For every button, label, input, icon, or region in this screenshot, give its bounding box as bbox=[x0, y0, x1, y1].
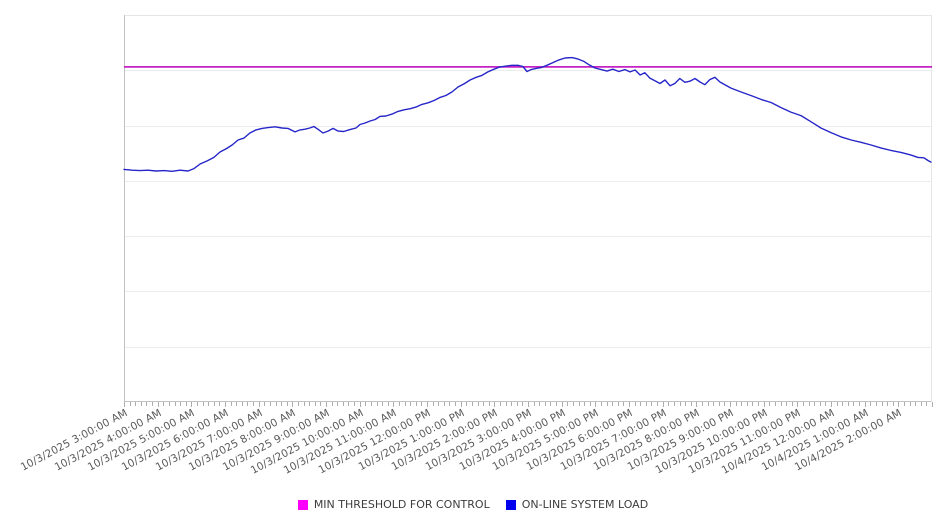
legend: MIN THRESHOLD FOR CONTROL ON-LINE SYSTEM … bbox=[0, 498, 946, 511]
load-line bbox=[123, 56, 932, 173]
legend-label: ON-LINE SYSTEM LOAD bbox=[521, 498, 649, 511]
plot-area bbox=[123, 15, 933, 407]
legend-item: ON-LINE SYSTEM LOAD bbox=[505, 498, 649, 511]
legend-swatch-icon bbox=[505, 499, 516, 510]
legend-label: MIN THRESHOLD FOR CONTROL bbox=[313, 498, 490, 511]
legend-item: MIN THRESHOLD FOR CONTROL bbox=[297, 498, 490, 511]
plot-svg bbox=[123, 15, 933, 407]
legend-swatch-icon bbox=[297, 499, 308, 510]
